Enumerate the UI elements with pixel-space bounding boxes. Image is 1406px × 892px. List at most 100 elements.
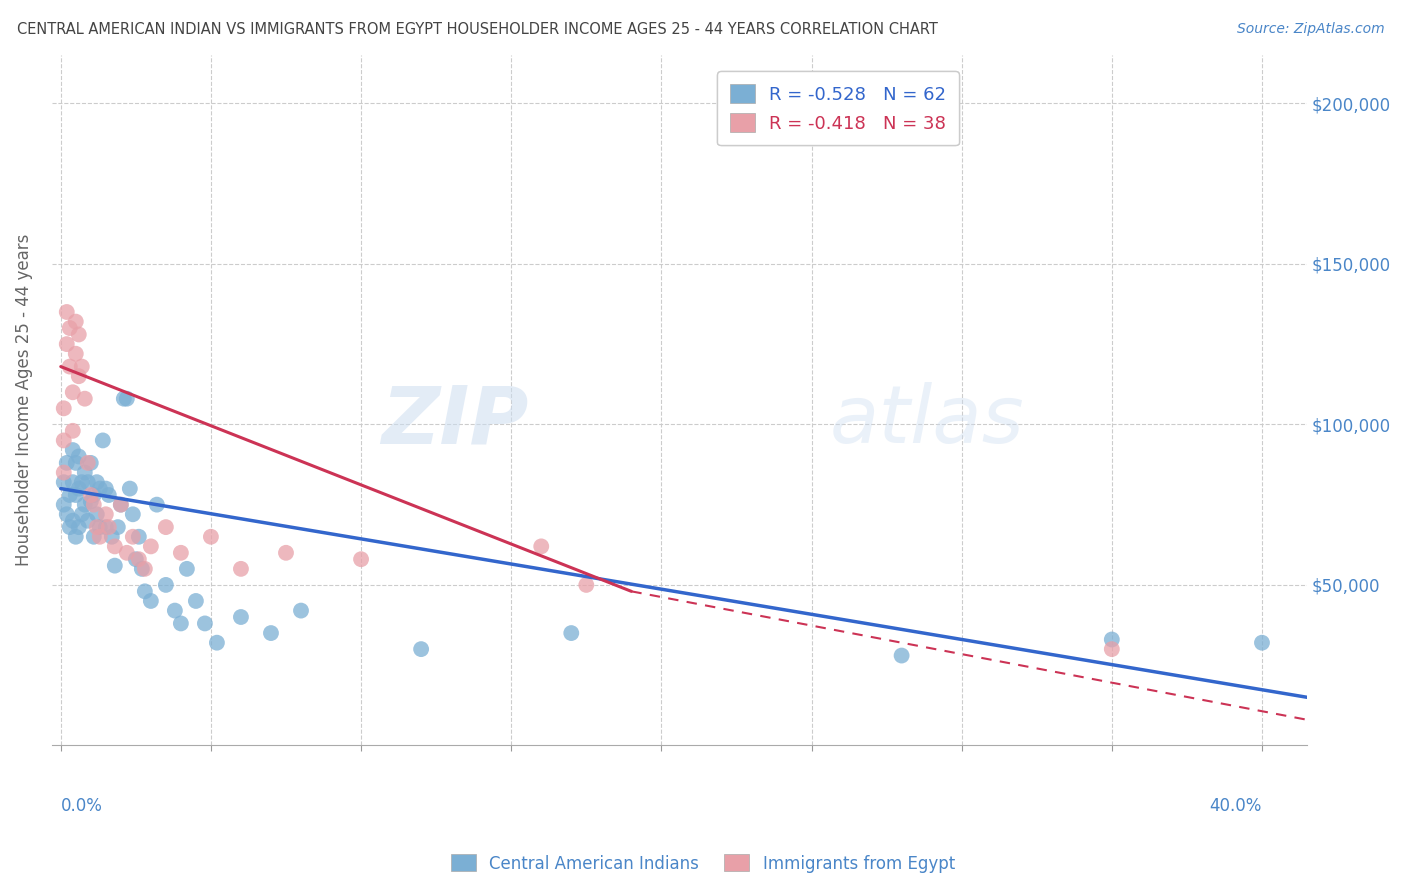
Legend: R = -0.528   N = 62, R = -0.418   N = 38: R = -0.528 N = 62, R = -0.418 N = 38 — [717, 71, 959, 145]
Point — [55, 508, 77, 522]
Point — [80, 494, 103, 508]
Point — [62, 514, 84, 528]
Point — [139, 594, 162, 608]
Point — [80, 456, 103, 470]
Point — [134, 584, 156, 599]
Text: ZIP: ZIP — [381, 382, 529, 460]
Point — [1251, 636, 1274, 650]
Point — [184, 594, 207, 608]
Point — [73, 498, 96, 512]
Point — [94, 520, 117, 534]
Point — [83, 488, 105, 502]
Point — [52, 434, 75, 448]
Y-axis label: Householder Income Ages 25 - 44 years: Householder Income Ages 25 - 44 years — [15, 234, 32, 566]
Point — [59, 321, 82, 335]
Text: atlas: atlas — [830, 382, 1025, 460]
Text: CENTRAL AMERICAN INDIAN VS IMMIGRANTS FROM EGYPT HOUSEHOLDER INCOME AGES 25 - 44: CENTRAL AMERICAN INDIAN VS IMMIGRANTS FR… — [17, 22, 938, 37]
Point — [89, 520, 111, 534]
Point — [89, 530, 111, 544]
Point — [170, 546, 193, 560]
Point — [115, 546, 138, 560]
Point — [121, 508, 143, 522]
Point — [146, 498, 169, 512]
Point — [73, 392, 96, 406]
Point — [80, 488, 103, 502]
Point — [59, 520, 82, 534]
Point — [890, 648, 912, 663]
Point — [176, 562, 198, 576]
Point — [125, 552, 148, 566]
Point — [128, 530, 150, 544]
Point — [62, 443, 84, 458]
Point — [170, 616, 193, 631]
Point — [89, 482, 111, 496]
Point — [52, 498, 75, 512]
Legend: Central American Indians, Immigrants from Egypt: Central American Indians, Immigrants fro… — [444, 847, 962, 880]
Point — [128, 552, 150, 566]
Point — [91, 434, 114, 448]
Point — [86, 475, 108, 490]
Point — [70, 359, 93, 374]
Point — [70, 508, 93, 522]
Point — [290, 604, 312, 618]
Point — [65, 488, 87, 502]
Point — [94, 482, 117, 496]
Text: Source: ZipAtlas.com: Source: ZipAtlas.com — [1237, 22, 1385, 37]
Point — [229, 610, 252, 624]
Point — [97, 488, 120, 502]
Point — [350, 552, 373, 566]
Text: 0.0%: 0.0% — [60, 797, 103, 814]
Point — [55, 337, 77, 351]
Point — [62, 475, 84, 490]
Point — [83, 498, 105, 512]
Point — [107, 520, 129, 534]
Point — [76, 514, 98, 528]
Point — [76, 456, 98, 470]
Point — [115, 392, 138, 406]
Point — [121, 530, 143, 544]
Point — [530, 540, 553, 554]
Point — [274, 546, 297, 560]
Point — [94, 508, 117, 522]
Point — [155, 520, 177, 534]
Point — [101, 530, 124, 544]
Point — [200, 530, 222, 544]
Point — [411, 642, 433, 657]
Point — [575, 578, 598, 592]
Point — [1101, 642, 1123, 657]
Point — [65, 347, 87, 361]
Point — [67, 327, 90, 342]
Point — [163, 604, 186, 618]
Point — [59, 488, 82, 502]
Point — [194, 616, 217, 631]
Point — [229, 562, 252, 576]
Point — [560, 626, 582, 640]
Point — [65, 315, 87, 329]
Point — [55, 305, 77, 319]
Point — [205, 636, 228, 650]
Point — [76, 475, 98, 490]
Point — [55, 456, 77, 470]
Point — [86, 508, 108, 522]
Text: 40.0%: 40.0% — [1209, 797, 1263, 814]
Point — [67, 450, 90, 464]
Point — [155, 578, 177, 592]
Point — [139, 540, 162, 554]
Point — [104, 540, 127, 554]
Point — [70, 475, 93, 490]
Point — [134, 562, 156, 576]
Point — [131, 562, 153, 576]
Point — [112, 392, 135, 406]
Point — [62, 385, 84, 400]
Point — [118, 482, 141, 496]
Point — [83, 530, 105, 544]
Point — [52, 466, 75, 480]
Point — [65, 530, 87, 544]
Point — [86, 520, 108, 534]
Point — [67, 482, 90, 496]
Point — [65, 456, 87, 470]
Point — [59, 359, 82, 374]
Point — [97, 520, 120, 534]
Point — [260, 626, 283, 640]
Point — [104, 558, 127, 573]
